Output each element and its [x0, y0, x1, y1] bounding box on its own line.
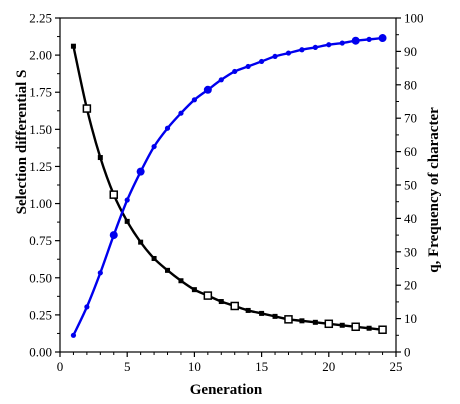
y-left-tick-label: 1.00 [29, 196, 52, 211]
y-left-tick-label: 2.25 [29, 11, 52, 26]
x-tick-label: 5 [124, 359, 131, 374]
frequency-point [191, 97, 197, 103]
selection-differential-point [151, 255, 157, 261]
selection-differential-line [72, 45, 383, 331]
y-right-tick-label: 10 [404, 311, 417, 326]
y-right-axis-title: q, Frequency of character [426, 107, 442, 273]
selection-differential-point [259, 310, 265, 316]
selection-differential-point [230, 301, 239, 311]
selection-differential-point [312, 319, 318, 325]
selection-differential-point [178, 278, 184, 284]
frequency-point [84, 304, 90, 310]
selection-differential-point [324, 319, 334, 329]
y-left-tick-label: 2.00 [29, 48, 52, 63]
frequency-point [285, 50, 292, 56]
selection-differential-point [351, 322, 360, 332]
frequency-point [218, 77, 224, 83]
selection-differential-point [366, 325, 372, 331]
selection-differential-point [191, 287, 197, 293]
selection-differential-point [138, 239, 144, 245]
selection-differential-point [339, 322, 345, 328]
y-right-tick-label: 100 [404, 11, 424, 26]
frequency-point [339, 40, 345, 46]
y-left-tick-label: 1.75 [29, 85, 52, 100]
frequency-point [245, 63, 251, 70]
selection-differential-point [97, 155, 103, 161]
y-left-tick-label: 0.75 [29, 233, 52, 248]
frequency-point [151, 143, 157, 150]
frequency-point [259, 58, 265, 65]
y-right-tick-label: 70 [404, 111, 417, 126]
frequency-point [70, 332, 77, 338]
frequency-point [299, 47, 305, 53]
frequency-point [124, 197, 130, 203]
frequency-point [351, 36, 360, 45]
frequency-point [97, 270, 103, 276]
frequency-point [366, 36, 372, 42]
y-right-tick-label: 80 [404, 77, 417, 92]
frequency-point [232, 68, 238, 75]
selection-differential-point [203, 291, 213, 300]
y-left-tick-label: 1.50 [29, 122, 52, 137]
y-left-tick-label: 0.00 [29, 345, 52, 360]
y-right-tick-label: 90 [404, 44, 417, 59]
frequency-point [109, 231, 118, 240]
frequency-point [178, 110, 184, 116]
frequency-point [312, 44, 318, 50]
x-tick-label: 20 [322, 359, 335, 374]
selection-differential-point [218, 299, 224, 305]
selection-differential-point [165, 267, 171, 273]
x-axis-title: Generation [190, 382, 263, 398]
selection-differential-point [70, 43, 76, 49]
y-right-tick-label: 0 [404, 345, 411, 360]
axis-ticks: 0 5 10 15 20 25 0.00 0.25 0.50 0.75 1.00 1.25 1.50 1.… [29, 11, 423, 375]
x-tick-label: 15 [255, 359, 268, 374]
x-tick-label: 25 [390, 359, 403, 374]
frequency-line [72, 36, 383, 336]
frequency-point [326, 42, 332, 48]
y-right-tick-label: 40 [404, 211, 417, 226]
frequency-point [378, 34, 387, 43]
y-right-tick-label: 50 [404, 178, 417, 193]
selection-differential-point [82, 104, 92, 113]
frequency-point [136, 167, 145, 176]
y-right-tick-label: 60 [404, 144, 417, 159]
selection-differential-point [299, 318, 305, 324]
plot-area [59, 17, 397, 353]
frequency-point [272, 53, 278, 60]
selection-differential-point [272, 313, 278, 319]
y-left-axis-title: Selection differential S [14, 70, 30, 215]
x-tick-label: 10 [188, 359, 201, 374]
selection-differential-point [245, 307, 251, 313]
y-left-tick-label: 1.25 [29, 159, 52, 174]
y-left-tick-label: 0.25 [29, 307, 52, 322]
y-right-tick-label: 30 [404, 244, 417, 259]
y-left-tick-label: 0.50 [29, 270, 52, 285]
selection-differential-point [124, 218, 130, 224]
frequency-point [164, 125, 171, 131]
selection-differential-point [284, 315, 293, 324]
selection-differential-point [109, 190, 119, 199]
selection-differential-point [378, 325, 387, 334]
frequency-point [203, 85, 212, 94]
x-tick-label: 0 [57, 359, 64, 374]
y-right-tick-label: 20 [404, 278, 417, 293]
